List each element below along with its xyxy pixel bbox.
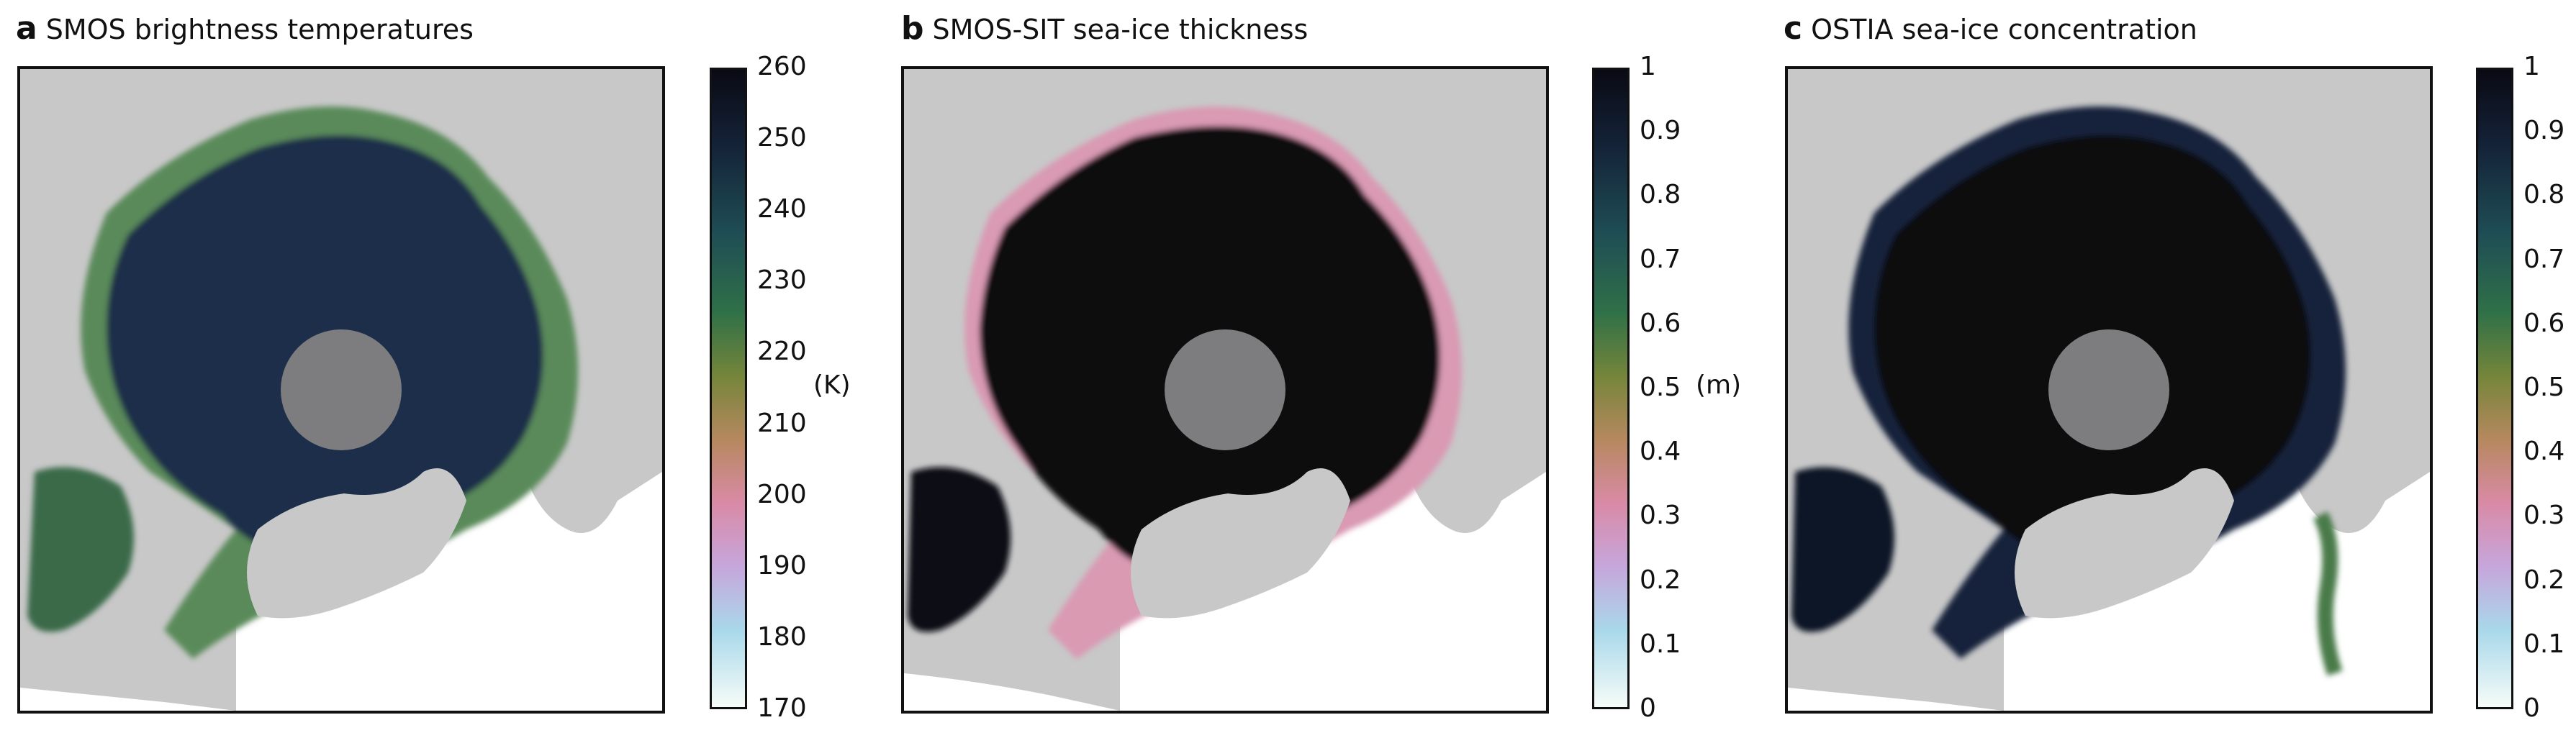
panel-b-letter: b [901,10,924,47]
colorbar-tick-label: 210 [757,408,807,438]
colorbar-tick-label: 0 [2523,693,2540,723]
colorbar-tick-label: 0.3 [1640,501,1681,531]
colorbar-tick-label: 0.2 [2523,565,2565,595]
panel-a-title: a SMOS brightness temperatures [16,10,474,47]
panel-c-title: c OSTIA sea-ice concentration [1784,10,2197,47]
colorbar-tick-label: 0.8 [2523,180,2565,210]
colorbar-tick-label: 0.5 [2523,373,2565,402]
panel-c-title-text: OSTIA sea-ice concentration [1811,14,2197,45]
colorbar-tick-label: 0.4 [1640,437,1681,467]
panel-a-letter: a [16,10,37,47]
panel-b-title-text: SMOS-SIT sea-ice thickness [932,14,1309,45]
colorbar-tick-label: 0.6 [1640,308,1681,338]
colorbar-tick-label: 230 [757,265,807,296]
colorbar-tick-label: 260 [757,52,807,81]
colorbar-tick-label: 1 [2523,52,2540,81]
panel-c-colorbar [2476,68,2513,709]
panel-c-letter: c [1784,10,1803,47]
colorbar-tick-label: 200 [757,479,807,509]
colorbar-tick-label: 0.8 [1640,180,1681,210]
panel-b-map [901,66,1549,714]
colorbar-tick-label: 190 [757,550,807,580]
colorbar-tick-label: 0.5 [1640,373,1681,402]
panel-a-title-text: SMOS brightness temperatures [45,14,474,45]
colorbar-tick-label: 0.2 [1640,565,1681,595]
colorbar-tick-label: 250 [757,123,807,153]
colorbar-tick-label: 0.3 [2523,501,2565,531]
colorbar-tick-label: 0.9 [1640,116,1681,146]
colorbar-tick-label: 170 [757,693,807,723]
panel-b-colorbar-unit: (m) [1696,370,1742,400]
panel-a-colorbar-unit: (K) [813,370,851,400]
panel-a-colorbar [710,68,747,709]
colorbar-tick-label: 0.1 [1640,629,1681,659]
colorbar-tick-label: 0.7 [1640,244,1681,274]
colorbar-tick-label: 1 [1640,52,1656,81]
colorbar-tick-label: 0.6 [2523,308,2565,338]
panel-b-title: b SMOS-SIT sea-ice thickness [901,10,1308,47]
colorbar-tick-label: 0 [1640,693,1656,723]
colorbar-tick-label: 0.7 [2523,244,2565,274]
colorbar-tick-label: 0.9 [2523,116,2565,146]
colorbar-tick-label: 180 [757,621,807,652]
panel-a-map [17,66,665,714]
panel-b-colorbar [1592,68,1630,709]
colorbar-tick-label: 0.1 [2523,629,2565,659]
panel-c-map [1785,66,2433,714]
colorbar-tick-label: 0.4 [2523,437,2565,467]
colorbar-tick-label: 240 [757,194,807,224]
colorbar-tick-label: 220 [757,337,807,367]
